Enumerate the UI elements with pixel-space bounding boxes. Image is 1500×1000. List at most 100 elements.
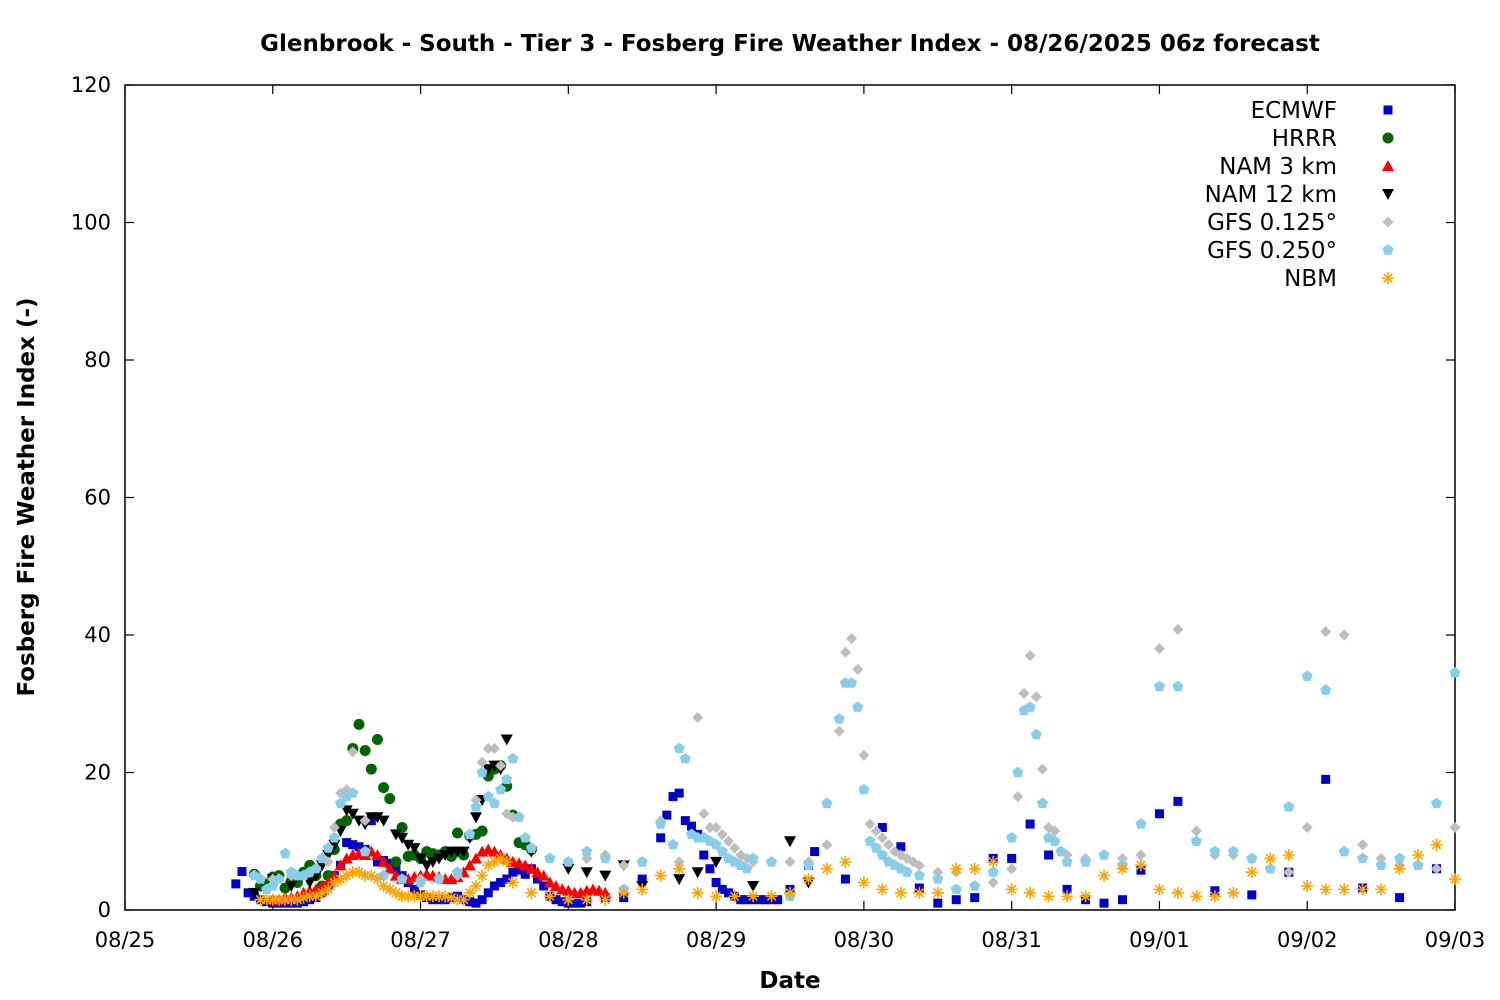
- data-point: [766, 856, 777, 867]
- data-point: [378, 782, 390, 794]
- data-point: [1395, 893, 1405, 903]
- data-point: [742, 895, 752, 905]
- x-tick-label: 08/28: [538, 928, 599, 952]
- data-point: [469, 852, 482, 864]
- data-point: [673, 874, 686, 886]
- data-point: [1154, 809, 1164, 819]
- data-point: [618, 859, 630, 871]
- data-point: [1030, 728, 1042, 740]
- data-point: [465, 897, 475, 907]
- data-point: [1173, 796, 1183, 806]
- data-point: [876, 883, 889, 896]
- chart-title: Glenbrook - South - Tier 3 - Fosberg Fir…: [260, 31, 1320, 57]
- data-point: [409, 884, 419, 894]
- data-point: [507, 753, 519, 764]
- data-point: [322, 842, 334, 853]
- data-point: [784, 836, 796, 848]
- x-tick-label: 08/31: [981, 928, 1042, 952]
- data-point: [557, 897, 567, 907]
- legend-marker: [1382, 189, 1394, 200]
- data-point: [354, 842, 364, 852]
- data-point: [377, 815, 390, 827]
- data-point: [482, 742, 494, 754]
- y-tick-label: 60: [84, 486, 111, 510]
- data-point: [378, 869, 390, 881]
- data-point: [870, 842, 882, 853]
- data-point: [569, 898, 579, 908]
- data-point: [987, 855, 1000, 868]
- data-point: [710, 890, 723, 903]
- data-point: [1030, 691, 1042, 703]
- legend-label: GFS 0.125°: [1207, 210, 1337, 236]
- data-point: [543, 890, 556, 903]
- legend-label: ECMWF: [1251, 98, 1337, 124]
- data-point: [520, 869, 530, 879]
- data-point: [580, 893, 593, 906]
- data-point: [723, 888, 733, 898]
- data-point: [1171, 886, 1184, 899]
- data-point: [550, 879, 563, 891]
- data-point: [1024, 701, 1036, 712]
- data-point: [408, 890, 421, 903]
- data-point: [1449, 822, 1461, 833]
- data-point: [858, 783, 870, 795]
- data-point: [1264, 863, 1276, 874]
- data-point: [1375, 859, 1387, 870]
- data-point: [803, 859, 814, 870]
- data-point: [1449, 667, 1461, 678]
- data-point: [1042, 890, 1055, 903]
- data-point: [500, 734, 513, 746]
- data-point: [1116, 862, 1129, 875]
- data-point: [463, 859, 476, 871]
- data-point: [377, 879, 390, 892]
- data-point: [439, 890, 452, 903]
- data-point: [322, 883, 335, 896]
- data-point: [328, 876, 341, 889]
- data-point: [1375, 852, 1387, 864]
- data-point: [445, 891, 458, 904]
- data-point: [932, 873, 944, 884]
- data-point: [760, 895, 770, 905]
- data-point: [346, 808, 359, 820]
- y-tick-label: 100: [71, 211, 111, 235]
- data-point: [1098, 869, 1111, 882]
- data-point: [310, 863, 322, 874]
- data-point: [371, 812, 384, 824]
- data-point: [1449, 873, 1461, 886]
- data-point: [1208, 890, 1221, 903]
- data-point: [656, 833, 666, 843]
- data-point: [476, 766, 488, 778]
- data-point: [722, 835, 734, 847]
- data-point: [729, 842, 741, 854]
- data-point: [328, 869, 341, 881]
- data-point: [1061, 890, 1074, 903]
- data-point: [469, 879, 482, 892]
- legend-label: GFS 0.250°: [1207, 238, 1337, 264]
- data-point: [894, 886, 907, 899]
- data-point: [439, 850, 452, 861]
- data-point: [754, 895, 764, 905]
- legend-label: NAM 12 km: [1205, 182, 1337, 208]
- data-point: [691, 867, 704, 879]
- data-point: [931, 886, 944, 899]
- data-point: [581, 845, 593, 857]
- data-point: [1283, 866, 1295, 878]
- data-point: [1321, 774, 1331, 784]
- data-point: [1190, 890, 1203, 903]
- data-point: [870, 825, 882, 837]
- data-point: [1006, 832, 1018, 843]
- data-point: [673, 856, 685, 868]
- data-point: [562, 893, 575, 906]
- data-point: [316, 886, 329, 899]
- data-point: [1024, 650, 1036, 662]
- y-tick-label: 120: [71, 73, 111, 97]
- data-point: [1153, 883, 1166, 896]
- data-point: [599, 893, 612, 906]
- data-point: [852, 663, 864, 675]
- legend-marker: [1382, 132, 1394, 144]
- data-point: [636, 883, 649, 896]
- data-point: [470, 801, 482, 812]
- data-point: [514, 865, 524, 875]
- data-point: [1412, 849, 1425, 861]
